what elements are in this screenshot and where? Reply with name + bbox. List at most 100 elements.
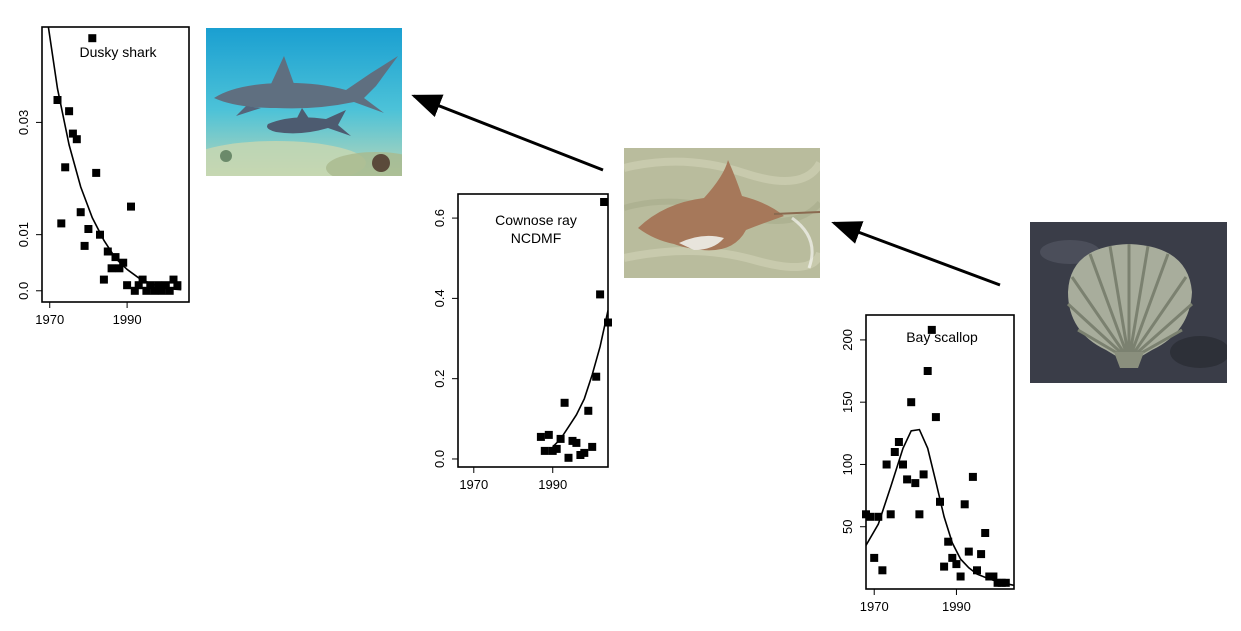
data-point xyxy=(886,510,895,519)
data-point xyxy=(68,129,77,138)
data-point xyxy=(572,438,581,447)
data-point xyxy=(874,512,883,521)
data-point xyxy=(119,258,128,267)
data-point xyxy=(161,281,170,290)
data-point xyxy=(96,230,104,239)
data-point xyxy=(973,566,981,575)
cownose-ray-chart: Cownose ray NCDMF 1970 1990 0.0 0.2 0.4 0.6 xyxy=(432,193,612,492)
plot-frame xyxy=(865,314,1015,590)
data-point xyxy=(600,198,609,206)
data-point xyxy=(862,510,870,519)
data-point xyxy=(169,275,178,284)
data-point xyxy=(977,550,986,559)
data-point xyxy=(80,241,89,250)
x-tick-label: 1970 xyxy=(860,599,889,614)
data-point xyxy=(592,372,601,381)
data-point xyxy=(134,281,143,290)
data-point xyxy=(99,275,108,284)
data-point xyxy=(103,247,112,256)
data-point xyxy=(72,135,81,144)
data-point xyxy=(911,479,920,488)
chart-title: Dusky shark xyxy=(79,44,157,60)
data-point xyxy=(584,406,593,415)
arrow-ray-to-shark xyxy=(411,94,604,172)
data-point xyxy=(989,572,998,581)
data-point xyxy=(92,168,101,177)
data-point xyxy=(76,208,85,217)
data-point xyxy=(165,286,174,295)
y-tick-label: 0.0 xyxy=(16,282,31,300)
data-point xyxy=(985,572,994,581)
data-point xyxy=(997,578,1006,587)
data-point xyxy=(964,547,973,556)
data-point xyxy=(173,281,182,290)
x-tick-label: 1970 xyxy=(35,312,64,327)
data-point xyxy=(968,472,977,481)
dusky-shark-photo xyxy=(206,28,402,176)
y-tick-label: 100 xyxy=(840,454,855,476)
data-point xyxy=(65,107,74,116)
x-tick-label: 1990 xyxy=(538,477,567,492)
data-point xyxy=(544,430,553,439)
data-point xyxy=(894,438,903,446)
data-point xyxy=(919,470,928,479)
data-point xyxy=(899,460,907,469)
data-point xyxy=(560,398,569,407)
data-point xyxy=(936,497,944,506)
y-tick-label: 150 xyxy=(840,391,855,413)
data-point xyxy=(981,529,990,537)
data-point xyxy=(142,286,151,295)
data-point xyxy=(57,219,66,228)
data-point xyxy=(993,578,1002,587)
data-point xyxy=(931,413,940,422)
chart-title: Bay scallop xyxy=(906,329,978,345)
data-point xyxy=(944,537,953,546)
data-point xyxy=(138,275,147,284)
plot-frame xyxy=(457,193,609,468)
data-point xyxy=(870,553,879,562)
data-point xyxy=(127,202,135,211)
plot-frame xyxy=(41,26,190,303)
data-point xyxy=(150,286,159,295)
data-point xyxy=(952,560,961,569)
data-point xyxy=(123,281,132,290)
data-point xyxy=(580,448,589,457)
chart-title: Cownose ray xyxy=(495,212,577,228)
bay-scallop-chart: Bay scallop 1970 1990 50 100 150 200 xyxy=(840,314,1015,614)
x-tick-label: 1990 xyxy=(113,312,142,327)
x-tick-label: 1970 xyxy=(459,477,488,492)
chart-subtitle: NCDMF xyxy=(511,230,562,246)
data-point xyxy=(956,572,965,581)
cownose-ray-photo xyxy=(624,148,820,278)
data-point xyxy=(130,286,139,295)
y-tick-label: 0.2 xyxy=(432,370,447,388)
data-point xyxy=(88,34,97,43)
data-point xyxy=(107,264,116,273)
data-point xyxy=(915,510,924,519)
data-point xyxy=(588,442,597,451)
data-point xyxy=(1001,578,1010,587)
data-point xyxy=(154,281,163,290)
y-tick-label: 0.4 xyxy=(432,289,447,307)
data-point xyxy=(552,444,561,453)
data-point xyxy=(556,434,565,443)
data-point xyxy=(146,281,155,290)
data-point xyxy=(907,398,916,407)
y-tick-label: 0.03 xyxy=(16,110,31,135)
data-point xyxy=(540,446,549,455)
y-tick-label: 50 xyxy=(840,519,855,533)
data-point xyxy=(61,163,70,172)
data-point xyxy=(84,225,93,233)
x-tick-label: 1990 xyxy=(942,599,971,614)
data-point xyxy=(903,475,912,484)
data-point xyxy=(564,453,573,462)
data-point xyxy=(111,253,120,262)
data-point xyxy=(923,367,932,375)
data-point xyxy=(596,290,605,299)
y-tick-label: 0.01 xyxy=(16,222,31,247)
data-point xyxy=(115,264,124,273)
data-point xyxy=(157,286,166,295)
data-point xyxy=(53,96,62,104)
y-tick-label: 0.0 xyxy=(432,450,447,468)
